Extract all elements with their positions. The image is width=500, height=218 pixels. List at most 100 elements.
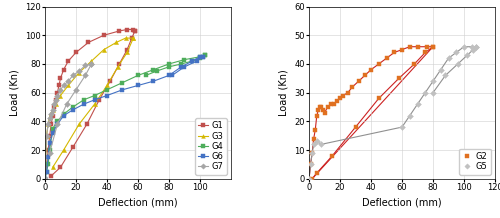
G6	[135, 84, 141, 87]
G7	[88, 63, 94, 65]
G4	[42, 177, 48, 180]
G2	[318, 106, 324, 108]
G6	[169, 74, 175, 77]
G7	[82, 74, 88, 77]
G1	[96, 99, 102, 101]
G2	[356, 80, 362, 82]
G7	[58, 89, 64, 91]
G2	[309, 152, 315, 154]
G4	[92, 94, 98, 97]
G5	[308, 163, 314, 166]
G5	[430, 80, 436, 82]
G1	[48, 175, 54, 177]
Line: G6: G6	[43, 55, 205, 181]
G1	[132, 30, 138, 32]
G5	[474, 45, 480, 48]
G1	[124, 28, 130, 31]
G3	[104, 84, 110, 87]
Y-axis label: Load (Kn): Load (Kn)	[10, 69, 20, 116]
G5	[310, 143, 316, 146]
Legend: G2, G5: G2, G5	[459, 149, 491, 175]
G7	[88, 63, 94, 65]
G4	[178, 63, 184, 65]
G6	[189, 60, 195, 62]
G4	[189, 60, 195, 62]
G4	[50, 127, 56, 130]
G2	[340, 94, 346, 97]
G1	[54, 91, 60, 94]
G2	[422, 51, 428, 54]
G6	[70, 109, 76, 111]
G3	[50, 109, 56, 111]
G4	[54, 120, 60, 123]
G6	[178, 65, 184, 68]
G5	[461, 45, 467, 48]
G3	[58, 94, 64, 97]
G2	[414, 45, 420, 48]
G5	[438, 68, 444, 71]
G6	[92, 99, 98, 101]
G2	[306, 177, 312, 180]
G2	[345, 91, 351, 94]
G2	[392, 51, 398, 54]
G7	[70, 74, 76, 77]
G5	[399, 126, 405, 128]
G2	[337, 97, 343, 100]
G1	[116, 30, 122, 32]
G3	[42, 177, 48, 180]
X-axis label: Deflection (mm): Deflection (mm)	[98, 198, 178, 208]
G5	[474, 45, 480, 48]
G2	[328, 103, 334, 106]
G3	[92, 103, 98, 106]
G1	[132, 30, 138, 32]
G3	[44, 134, 50, 137]
G1	[44, 163, 50, 166]
G3	[122, 37, 128, 39]
G1	[45, 149, 51, 151]
G1	[107, 80, 113, 82]
G3	[88, 60, 94, 62]
G3	[130, 37, 136, 39]
G2	[314, 172, 320, 174]
G1	[129, 37, 135, 39]
G2	[320, 109, 326, 111]
G1	[50, 114, 56, 117]
G3	[45, 123, 51, 126]
G4	[202, 54, 207, 57]
G2	[331, 103, 337, 106]
G5	[455, 63, 461, 65]
G2	[330, 155, 336, 157]
G7	[48, 113, 54, 116]
G6	[104, 94, 110, 97]
G1	[101, 34, 107, 37]
G1	[56, 84, 62, 87]
G4	[150, 68, 156, 71]
G2	[430, 45, 436, 48]
G4	[182, 58, 188, 61]
G5	[318, 143, 324, 146]
G7	[82, 64, 88, 67]
G3	[124, 51, 130, 54]
G3	[130, 37, 136, 39]
G2	[324, 106, 330, 108]
G6	[150, 80, 156, 82]
G6	[194, 60, 200, 62]
G6	[50, 131, 56, 134]
Line: G3: G3	[43, 36, 136, 181]
G6	[54, 123, 60, 126]
G3	[53, 103, 59, 106]
G2	[399, 48, 405, 51]
G4	[45, 163, 51, 166]
G4	[46, 149, 52, 151]
G4	[154, 70, 160, 72]
G2	[316, 109, 322, 111]
G1	[84, 123, 90, 126]
G1	[86, 41, 91, 44]
G4	[166, 63, 172, 65]
G7	[45, 123, 51, 126]
G5	[430, 91, 436, 94]
G6	[46, 141, 52, 144]
G2	[424, 45, 430, 48]
G4	[135, 74, 141, 77]
G2	[384, 57, 390, 60]
